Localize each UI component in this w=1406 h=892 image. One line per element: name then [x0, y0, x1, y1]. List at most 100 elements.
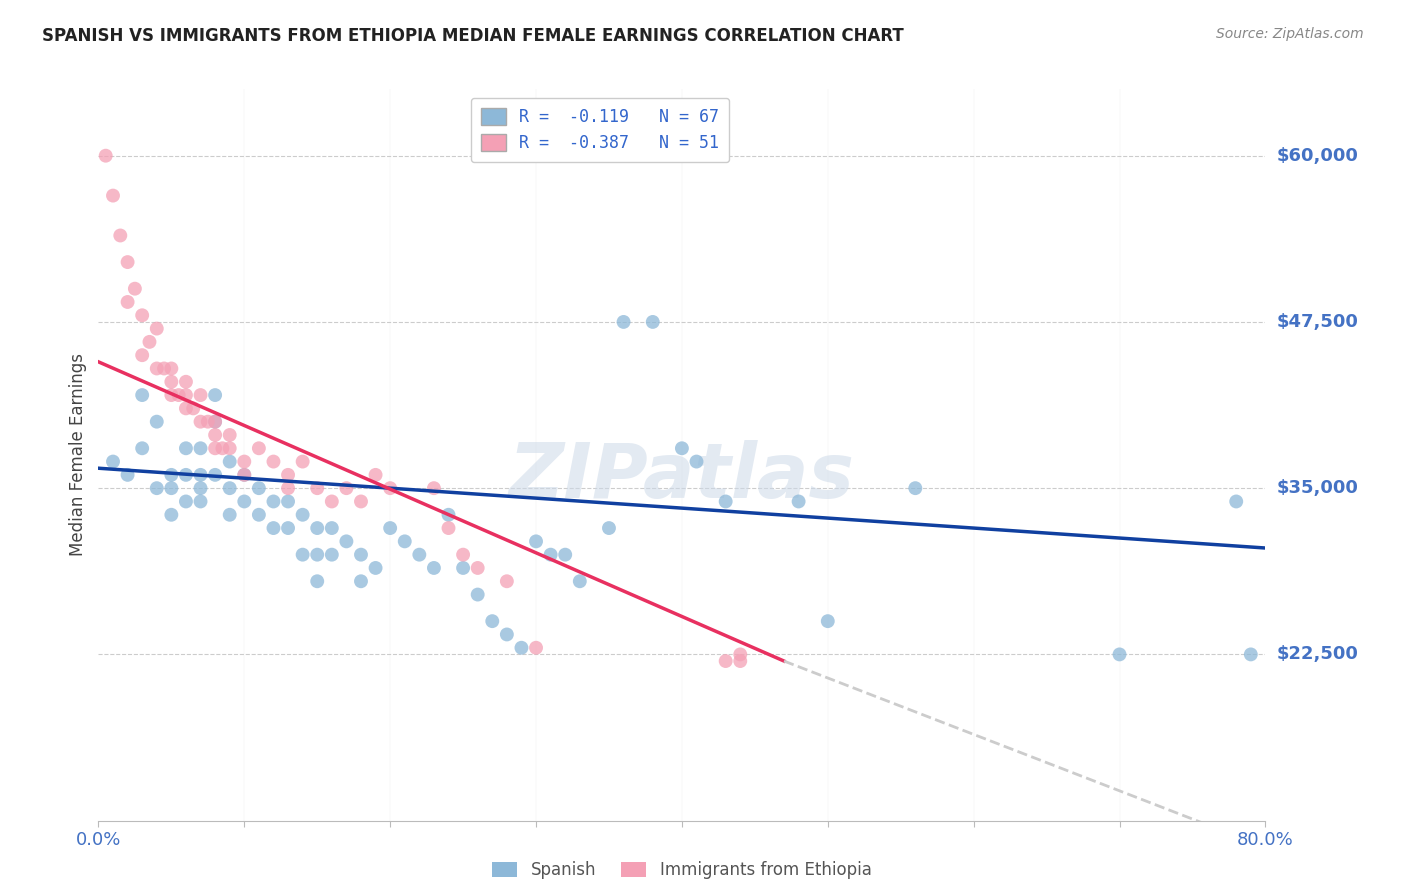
Text: $60,000: $60,000 [1277, 146, 1358, 165]
Point [204, 467, 226, 482]
Point [437, 521, 460, 535]
Point [190, 494, 212, 508]
Point [467, 588, 489, 602]
Point [451, 561, 474, 575]
Point [190, 388, 212, 402]
Point [146, 415, 169, 429]
Point [451, 548, 474, 562]
Point [904, 481, 927, 495]
Point [277, 467, 299, 482]
Point [437, 508, 460, 522]
Point [218, 481, 240, 495]
Point [101, 454, 124, 468]
Point [124, 282, 146, 296]
Point [211, 442, 233, 456]
Point [321, 494, 343, 508]
Point [364, 467, 387, 482]
Point [190, 467, 212, 482]
Point [335, 481, 357, 495]
Text: SPANISH VS IMMIGRANTS FROM ETHIOPIA MEDIAN FEMALE EARNINGS CORRELATION CHART: SPANISH VS IMMIGRANTS FROM ETHIOPIA MEDI… [42, 27, 904, 45]
Point [262, 494, 284, 508]
Point [167, 388, 190, 402]
Point [204, 388, 226, 402]
Point [378, 521, 402, 535]
Point [1108, 648, 1130, 662]
Point [378, 481, 402, 495]
Point [117, 295, 139, 310]
Point [307, 548, 329, 562]
Point [101, 188, 124, 202]
Point [160, 508, 183, 522]
Point [233, 494, 256, 508]
Point [131, 348, 153, 362]
Point [174, 494, 197, 508]
Point [671, 442, 693, 456]
Point [350, 574, 373, 589]
Point [685, 454, 707, 468]
Point [160, 388, 183, 402]
Point [335, 534, 357, 549]
Text: $47,500: $47,500 [1277, 313, 1358, 331]
Point [146, 481, 169, 495]
Text: $35,000: $35,000 [1277, 479, 1358, 497]
Point [612, 315, 634, 329]
Point [423, 481, 446, 495]
Point [277, 521, 299, 535]
Point [190, 415, 212, 429]
Point [321, 521, 343, 535]
Point [174, 467, 197, 482]
Point [524, 534, 547, 549]
Point [174, 442, 197, 456]
Point [146, 361, 169, 376]
Point [233, 467, 256, 482]
Point [247, 481, 270, 495]
Point [160, 467, 183, 482]
Text: $22,500: $22,500 [1277, 646, 1358, 664]
Point [190, 481, 212, 495]
Point [307, 521, 329, 535]
Point [153, 361, 176, 376]
Point [181, 401, 204, 416]
Point [233, 454, 256, 468]
Point [117, 467, 139, 482]
Point [174, 375, 197, 389]
Point [467, 561, 489, 575]
Point [204, 415, 226, 429]
Point [204, 415, 226, 429]
Point [524, 640, 547, 655]
Point [350, 494, 373, 508]
Y-axis label: Median Female Earnings: Median Female Earnings [69, 353, 87, 557]
Point [394, 534, 416, 549]
Point [423, 561, 446, 575]
Point [233, 467, 256, 482]
Point [540, 548, 562, 562]
Point [110, 228, 132, 243]
Point [554, 548, 576, 562]
Point [262, 454, 284, 468]
Point [277, 494, 299, 508]
Point [131, 442, 153, 456]
Point [1225, 494, 1247, 508]
Point [728, 648, 751, 662]
Point [307, 574, 329, 589]
Point [160, 375, 183, 389]
Point [787, 494, 810, 508]
Legend: Spanish, Immigrants from Ethiopia: Spanish, Immigrants from Ethiopia [485, 855, 879, 886]
Point [218, 442, 240, 456]
Point [174, 388, 197, 402]
Point [598, 521, 620, 535]
Point [728, 654, 751, 668]
Point [481, 614, 503, 628]
Text: Source: ZipAtlas.com: Source: ZipAtlas.com [1216, 27, 1364, 41]
Point [204, 442, 226, 456]
Point [174, 401, 197, 416]
Point [1240, 648, 1263, 662]
Point [364, 561, 387, 575]
Point [350, 548, 373, 562]
Point [160, 361, 183, 376]
Point [197, 415, 219, 429]
Point [641, 315, 664, 329]
Point [247, 508, 270, 522]
Point [277, 481, 299, 495]
Point [117, 255, 139, 269]
